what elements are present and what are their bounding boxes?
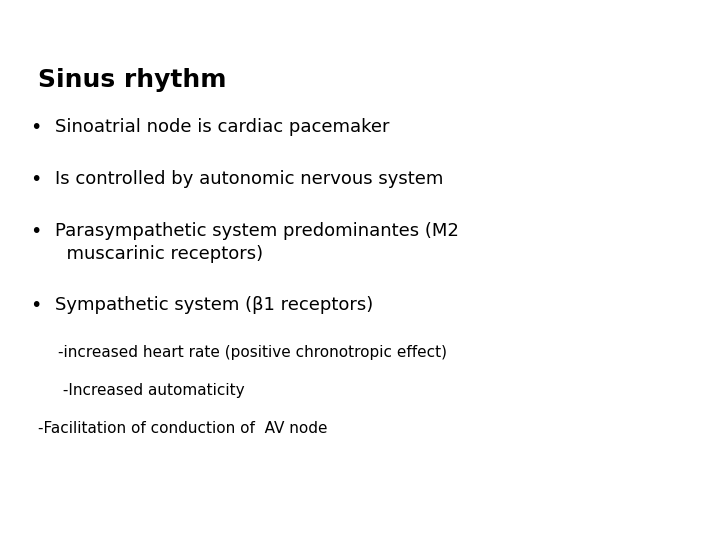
Text: Parasympathetic system predominantes (M2
  muscarinic receptors): Parasympathetic system predominantes (M2…: [55, 222, 459, 263]
Text: •: •: [30, 118, 41, 137]
Text: -increased heart rate (positive chronotropic effect): -increased heart rate (positive chronotr…: [58, 345, 447, 360]
Text: -Increased automaticity: -Increased automaticity: [58, 383, 245, 398]
Text: Sinus rhythm: Sinus rhythm: [38, 68, 227, 92]
Text: Sympathetic system (β1 receptors): Sympathetic system (β1 receptors): [55, 296, 373, 314]
Text: •: •: [30, 170, 41, 189]
Text: •: •: [30, 222, 41, 241]
Text: Sinoatrial node is cardiac pacemaker: Sinoatrial node is cardiac pacemaker: [55, 118, 390, 136]
Text: Is controlled by autonomic nervous system: Is controlled by autonomic nervous syste…: [55, 170, 444, 188]
Text: •: •: [30, 296, 41, 315]
Text: -Facilitation of conduction of  AV node: -Facilitation of conduction of AV node: [38, 421, 328, 436]
